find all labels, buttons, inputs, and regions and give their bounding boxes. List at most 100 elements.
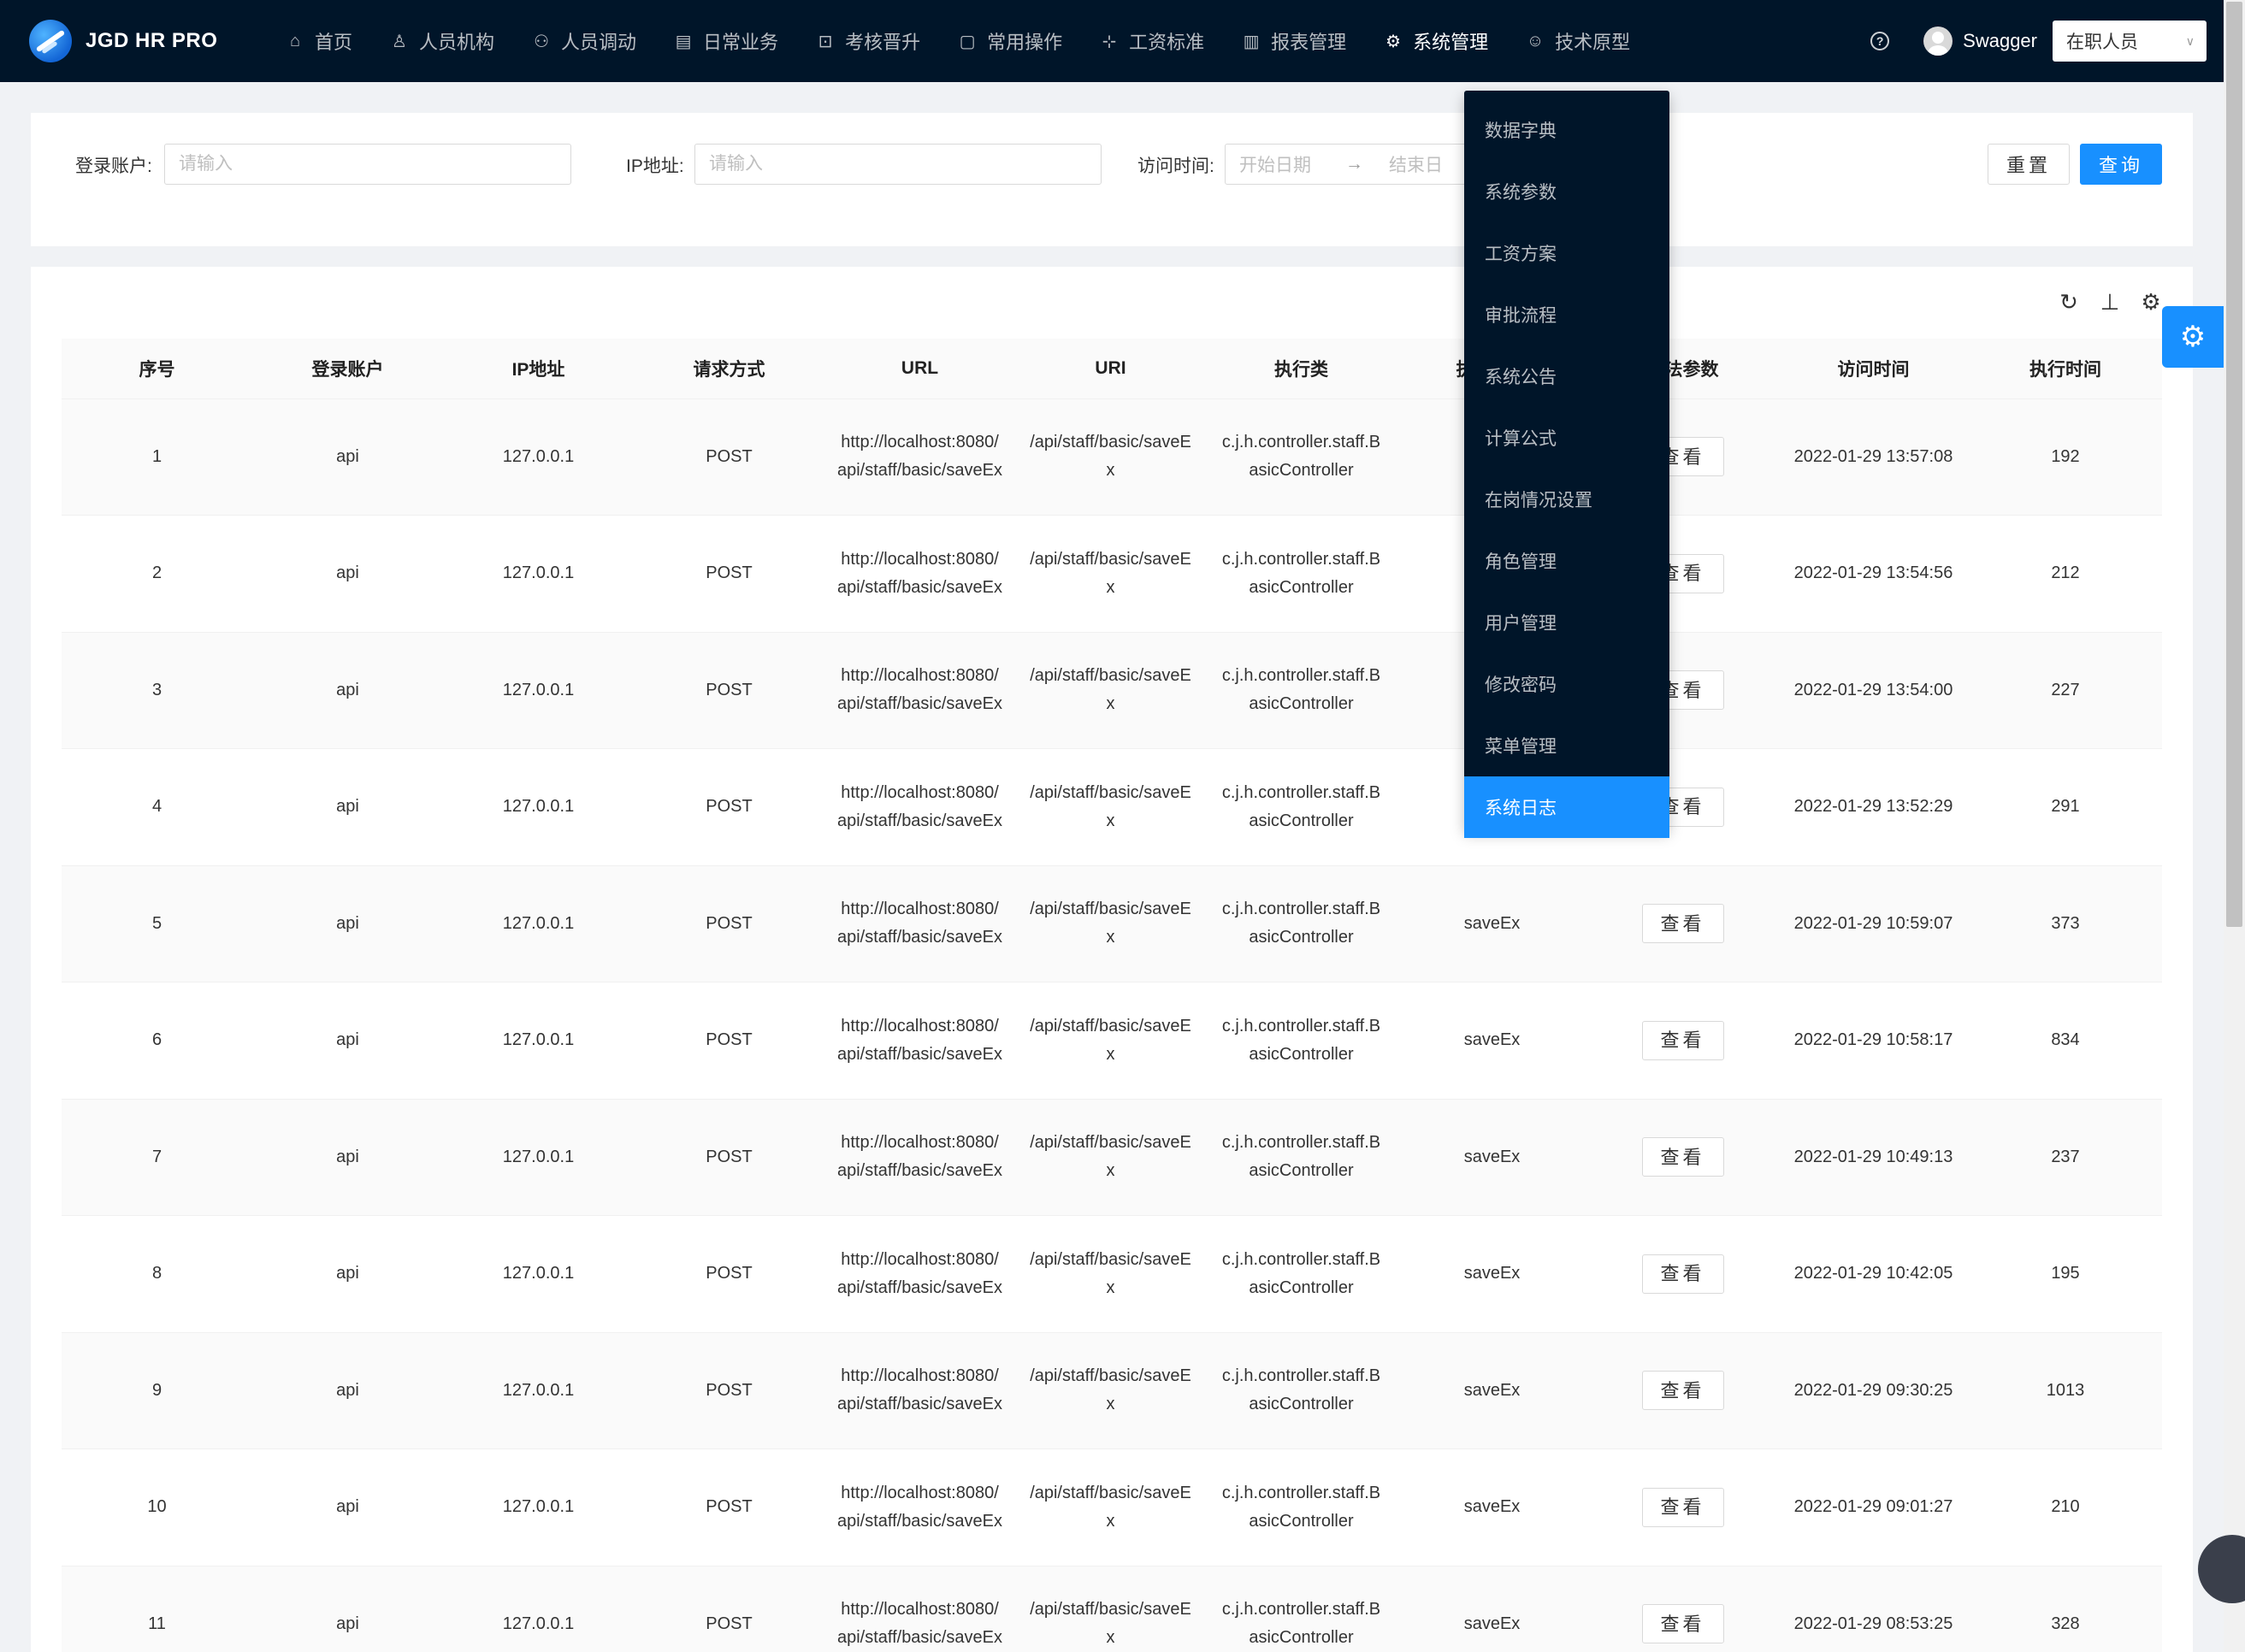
- menu-item-attendance-settings[interactable]: 在岗情况设置: [1485, 491, 1592, 510]
- nav-label: 报表管理: [1271, 32, 1347, 53]
- nav-item-reports[interactable]: ▥ 报表管理: [1223, 0, 1365, 82]
- view-params-button[interactable]: 查看: [1641, 904, 1724, 944]
- ip-address: 127.0.0.1: [443, 865, 634, 982]
- menu-item-announcement[interactable]: 系统公告: [1485, 368, 1557, 387]
- view-params-button[interactable]: 查看: [1641, 1604, 1724, 1644]
- login-account: api: [252, 1332, 443, 1449]
- nav-item-home[interactable]: ⌂ 首页: [267, 0, 371, 82]
- query-button[interactable]: 查询: [2080, 144, 2162, 185]
- nav-label: 首页: [315, 32, 353, 53]
- menu-item-data-dictionary[interactable]: 数据字典: [1485, 121, 1557, 141]
- request-method: POST: [634, 1099, 824, 1216]
- nav-item-system[interactable]: ⚙ 系统管理: [1365, 0, 1507, 82]
- exec-method: saveEx: [1397, 1448, 1587, 1566]
- ip-address: 127.0.0.1: [443, 982, 634, 1100]
- staff-status-select[interactable]: 在职人员 ∨: [2053, 21, 2207, 62]
- request-method: POST: [634, 748, 824, 866]
- search-panel: 登录账户: IP地址: 访问时间: 开始日期 → 结束日 重置 查询: [31, 113, 2193, 246]
- ip-address: 127.0.0.1: [443, 1448, 634, 1566]
- exec-class: c.j.h.controller.staff.BasicController: [1206, 748, 1397, 866]
- column-header: URL: [824, 339, 1015, 399]
- access-time: 2022-01-29 13:54:56: [1778, 515, 1969, 633]
- request-uri: /api/staff/basic/saveEx: [1015, 1099, 1206, 1216]
- exec-class: c.j.h.controller.staff.BasicController: [1206, 982, 1397, 1100]
- nav-item-common[interactable]: ▢ 常用操作: [939, 0, 1081, 82]
- log-table: 序号 登录账户 IP地址 请求方式 URL URI 执行类 执行方法 方法参数 …: [62, 339, 2162, 1652]
- app-title: JGD HR PRO: [86, 29, 218, 52]
- username[interactable]: Swagger: [1963, 30, 2037, 51]
- request-url: http://localhost:8080/api/staff/basic/sa…: [824, 632, 1015, 749]
- access-time: 2022-01-29 09:01:27: [1778, 1448, 1969, 1566]
- menu-item-change-password[interactable]: 修改密码: [1485, 676, 1557, 695]
- menu-item-approval-flow[interactable]: 审批流程: [1485, 306, 1557, 326]
- avatar[interactable]: [1923, 27, 1953, 56]
- view-params-button[interactable]: 查看: [1641, 1371, 1724, 1411]
- row-number: 8: [62, 1215, 252, 1333]
- question-icon[interactable]: ?: [1870, 32, 1890, 50]
- login-account: api: [252, 515, 443, 633]
- exec-time: 834: [1969, 982, 2162, 1100]
- ip-address: 127.0.0.1: [443, 1332, 634, 1449]
- request-url: http://localhost:8080/api/staff/basic/sa…: [824, 1099, 1015, 1216]
- floating-assistant-button[interactable]: [2198, 1535, 2245, 1603]
- ip-address: 127.0.0.1: [443, 1099, 634, 1216]
- view-params-button[interactable]: 查看: [1641, 1487, 1724, 1527]
- reset-button[interactable]: 重置: [1988, 144, 2070, 185]
- exec-method: saveEx: [1397, 1215, 1587, 1333]
- exec-time: 195: [1969, 1215, 2162, 1333]
- nav-label: 日常业务: [703, 32, 779, 53]
- chevron-down-icon: ∨: [2185, 33, 2195, 48]
- menu-item-system-log[interactable]: 系统日志: [1464, 776, 1669, 838]
- request-url: http://localhost:8080/api/staff/basic/sa…: [824, 1448, 1015, 1566]
- exec-time: 237: [1969, 1099, 2162, 1216]
- request-method: POST: [634, 865, 824, 982]
- date-range-picker[interactable]: 开始日期 → 结束日: [1225, 144, 1481, 185]
- ip-address: 127.0.0.1: [443, 515, 634, 633]
- exec-class: c.j.h.controller.staff.BasicController: [1206, 398, 1397, 516]
- nav-label: 技术原型: [1555, 32, 1631, 53]
- request-url: http://localhost:8080/api/staff/basic/sa…: [824, 982, 1015, 1100]
- menu-item-formula[interactable]: 计算公式: [1485, 429, 1557, 449]
- login-account: api: [252, 982, 443, 1100]
- login-account: api: [252, 1215, 443, 1333]
- ip-address: 127.0.0.1: [443, 1215, 634, 1333]
- logo-icon: [29, 20, 72, 62]
- menu-item-users[interactable]: 用户管理: [1485, 614, 1557, 634]
- request-url: http://localhost:8080/api/staff/basic/sa…: [824, 865, 1015, 982]
- nav-item-organization[interactable]: ♙ 人员机构: [371, 0, 513, 82]
- refresh-icon[interactable]: ↻: [2059, 288, 2078, 315]
- theme-settings-button[interactable]: ⚙: [2162, 306, 2224, 368]
- table-row: 6 api 127.0.0.1 POST http://localhost:8080/a…: [62, 982, 2162, 1100]
- nav-label: 常用操作: [987, 32, 1063, 53]
- exec-method: saveEx: [1397, 1099, 1587, 1216]
- column-header: URI: [1015, 339, 1206, 399]
- table-row: 10 api 127.0.0.1 POST http://localhost:8080/…: [62, 1448, 2162, 1566]
- account-input[interactable]: [164, 144, 571, 185]
- menu-item-menus[interactable]: 菜单管理: [1485, 737, 1557, 757]
- request-uri: /api/staff/basic/saveEx: [1015, 1332, 1206, 1449]
- nav-item-prototype[interactable]: ☺ 技术原型: [1507, 0, 1649, 82]
- nav-item-daily[interactable]: ▤ 日常业务: [655, 0, 797, 82]
- app-logo[interactable]: JGD HR PRO: [29, 20, 234, 62]
- exec-time: 1013: [1969, 1332, 2162, 1449]
- view-params-button[interactable]: 查看: [1641, 1020, 1724, 1060]
- density-icon[interactable]: ⊥: [2100, 288, 2120, 315]
- row-number: 11: [62, 1566, 252, 1652]
- request-url: http://localhost:8080/api/staff/basic/sa…: [824, 748, 1015, 866]
- nav-item-salary[interactable]: ⊹ 工资标准: [1081, 0, 1223, 82]
- end-date-input[interactable]: 结束日: [1389, 156, 1443, 175]
- menu-item-roles[interactable]: 角色管理: [1485, 552, 1557, 572]
- menu-item-salary-plan[interactable]: 工资方案: [1485, 245, 1557, 264]
- exec-class: c.j.h.controller.staff.BasicController: [1206, 632, 1397, 749]
- view-params-button[interactable]: 查看: [1641, 1137, 1724, 1177]
- nav-item-assessment[interactable]: ⊡ 考核晋升: [797, 0, 939, 82]
- ip-input[interactable]: [694, 144, 1102, 185]
- menu-item-system-params[interactable]: 系统参数: [1485, 183, 1557, 203]
- start-date-input[interactable]: 开始日期: [1239, 156, 1311, 175]
- scrollbar-thumb[interactable]: [2226, 2, 2242, 927]
- nav-item-transfer[interactable]: ⚇ 人员调动: [513, 0, 655, 82]
- table-row: 5 api 127.0.0.1 POST http://localhost:8080/a…: [62, 865, 2162, 982]
- view-params-button[interactable]: 查看: [1641, 1254, 1724, 1294]
- ip-label: IP地址:: [626, 156, 684, 176]
- column-settings-icon[interactable]: ⚙: [2141, 288, 2161, 315]
